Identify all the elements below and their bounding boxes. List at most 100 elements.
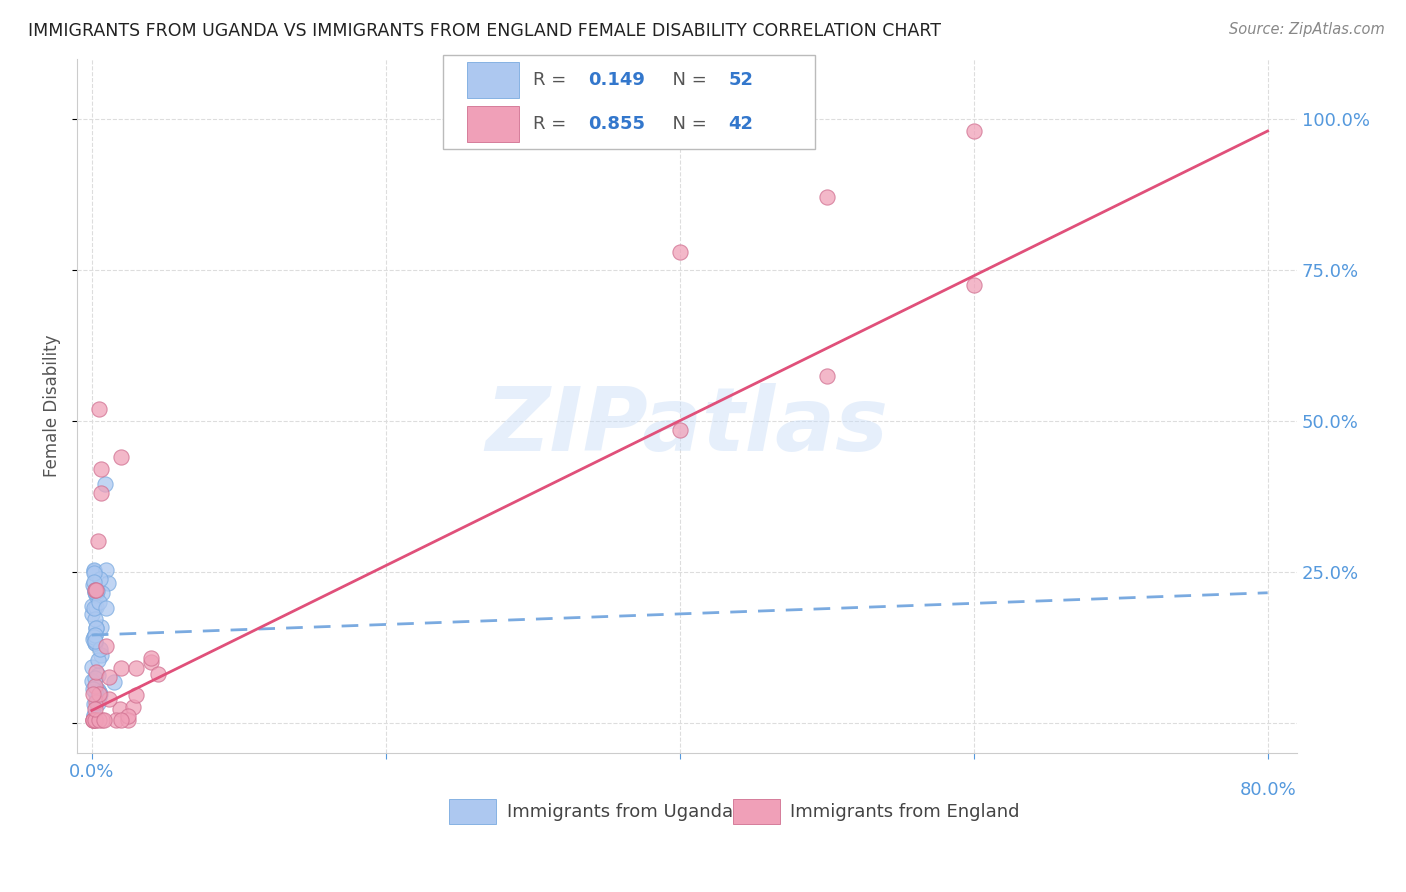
- Point: [139, 655, 162, 669]
- Point: [84, 713, 107, 727]
- Text: Source: ZipAtlas.com: Source: ZipAtlas.com: [1229, 22, 1385, 37]
- Point: [83, 701, 105, 715]
- Point: [963, 124, 986, 138]
- Point: [86, 691, 108, 706]
- Point: [117, 709, 139, 723]
- Point: [84, 582, 107, 597]
- Text: IMMIGRANTS FROM UGANDA VS IMMIGRANTS FROM ENGLAND FEMALE DISABILITY CORRELATION : IMMIGRANTS FROM UGANDA VS IMMIGRANTS FRO…: [28, 22, 941, 40]
- Point: [84, 588, 107, 602]
- Point: [104, 713, 127, 727]
- Point: [90, 462, 112, 476]
- Point: [84, 685, 107, 699]
- Point: [84, 621, 107, 635]
- Point: [84, 635, 107, 649]
- Text: 0.855: 0.855: [588, 115, 645, 133]
- Point: [86, 688, 108, 702]
- Point: [89, 642, 111, 657]
- FancyBboxPatch shape: [467, 62, 519, 98]
- Point: [84, 582, 107, 597]
- Point: [87, 668, 110, 682]
- Point: [89, 684, 111, 698]
- Point: [668, 244, 690, 259]
- FancyBboxPatch shape: [734, 799, 780, 824]
- Point: [84, 635, 107, 649]
- Text: Immigrants from Uganda: Immigrants from Uganda: [506, 803, 733, 821]
- Point: [82, 681, 104, 696]
- Point: [84, 634, 107, 648]
- Point: [110, 713, 132, 727]
- Point: [963, 278, 986, 293]
- Point: [83, 707, 105, 722]
- Point: [83, 563, 105, 577]
- Point: [96, 576, 118, 591]
- Point: [91, 586, 114, 600]
- Text: ZIPatlas: ZIPatlas: [485, 383, 889, 470]
- Text: 0.149: 0.149: [588, 71, 645, 89]
- Point: [98, 670, 121, 684]
- Text: N =: N =: [661, 115, 713, 133]
- Point: [815, 190, 838, 204]
- Point: [83, 585, 105, 599]
- Text: R =: R =: [533, 115, 572, 133]
- Point: [82, 607, 104, 621]
- Point: [89, 687, 111, 701]
- Point: [86, 534, 108, 549]
- Point: [125, 661, 148, 675]
- Point: [139, 651, 162, 665]
- Point: [83, 612, 105, 626]
- Point: [668, 423, 690, 437]
- Point: [84, 599, 107, 614]
- Point: [84, 694, 107, 708]
- Text: N =: N =: [661, 71, 713, 89]
- Point: [82, 686, 104, 700]
- Point: [98, 692, 121, 706]
- Point: [122, 700, 145, 714]
- Point: [82, 578, 104, 592]
- Point: [87, 696, 110, 710]
- Point: [83, 564, 105, 578]
- Point: [87, 688, 110, 702]
- Point: [90, 620, 112, 634]
- Point: [96, 640, 118, 654]
- Point: [83, 679, 105, 693]
- FancyBboxPatch shape: [467, 105, 519, 142]
- Point: [108, 702, 131, 716]
- Point: [84, 671, 107, 685]
- Text: R =: R =: [533, 71, 572, 89]
- Point: [83, 566, 105, 581]
- Point: [83, 574, 105, 589]
- Point: [84, 628, 107, 642]
- Point: [86, 584, 108, 599]
- Point: [82, 599, 104, 613]
- Point: [93, 713, 115, 727]
- Point: [83, 628, 105, 642]
- FancyBboxPatch shape: [449, 799, 495, 824]
- Point: [87, 653, 110, 667]
- Point: [815, 368, 838, 383]
- Y-axis label: Female Disability: Female Disability: [44, 334, 60, 477]
- Point: [84, 621, 107, 635]
- Point: [83, 709, 105, 723]
- Point: [89, 690, 111, 704]
- Point: [82, 673, 104, 688]
- Point: [82, 713, 104, 727]
- Point: [83, 582, 105, 597]
- Point: [94, 563, 117, 577]
- Text: 80.0%: 80.0%: [1239, 780, 1296, 798]
- Point: [87, 683, 110, 698]
- Point: [89, 572, 111, 586]
- Point: [146, 667, 169, 681]
- Point: [94, 601, 117, 615]
- Point: [110, 661, 132, 675]
- FancyBboxPatch shape: [443, 55, 815, 149]
- Point: [83, 697, 105, 711]
- Point: [84, 585, 107, 599]
- Point: [90, 486, 112, 500]
- Point: [82, 660, 104, 674]
- Point: [90, 648, 112, 663]
- Point: [82, 632, 104, 646]
- Point: [94, 477, 117, 491]
- Text: 52: 52: [728, 71, 754, 89]
- Point: [89, 594, 111, 608]
- Point: [89, 713, 111, 727]
